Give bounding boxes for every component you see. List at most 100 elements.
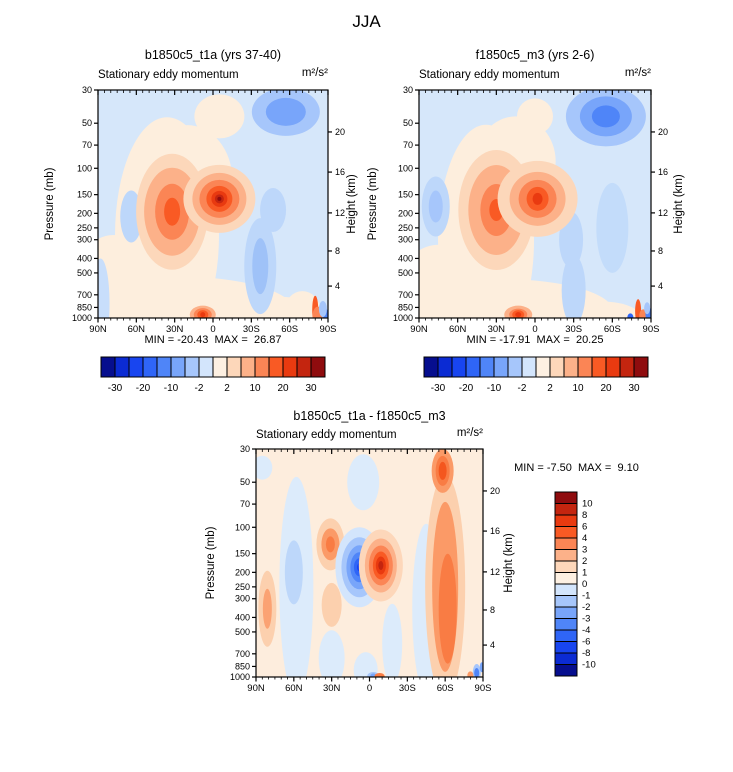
contour-feature: [252, 238, 269, 295]
colorbar-tick-label: -8: [582, 648, 590, 659]
panel1-units-label: m²/s²: [301, 67, 328, 79]
colorbar-tick-label: -2: [518, 383, 527, 394]
x-tick-label: 60N: [285, 683, 303, 694]
panel2-height-axis-label: Height (km): [673, 174, 685, 234]
contour-feature: [260, 188, 287, 233]
colorbar-tick-label: 4: [582, 533, 587, 544]
colorbar-cell: [198, 356, 214, 378]
colorbar-tick-label: 10: [572, 383, 584, 394]
colorbar-cell: [310, 356, 326, 378]
colorbar-cell: [142, 356, 158, 378]
contour-feature: [284, 291, 321, 318]
pressure-tick-label: 50: [240, 477, 250, 487]
colorbar-cell: [423, 356, 439, 378]
panel-1: 90N 60N 30N 0 30S 60S 90S 30 50 70 100 150 200 250 300…: [72, 85, 345, 394]
x-tick-label: 0: [367, 683, 372, 694]
pressure-tick-label: 500: [77, 268, 92, 278]
colorbar-cell: [465, 356, 481, 378]
contour-feature: [438, 461, 447, 480]
colorbar-cell: [128, 356, 144, 378]
x-tick-label: 0: [210, 324, 215, 335]
contour-field: [419, 90, 651, 318]
contour-feature: [347, 454, 380, 511]
pressure-tick-label: 1000: [230, 672, 250, 682]
colorbar-cell: [184, 356, 200, 378]
height-tick-label: 16: [490, 526, 500, 536]
contour-feature: [532, 192, 543, 205]
panel1-minmax: MIN = -20.43 MAX = 26.87: [144, 334, 282, 346]
colorbar-cell: [554, 549, 578, 562]
colorbar-cell: [507, 356, 523, 378]
x-tick-label: 30S: [399, 683, 416, 694]
pressure-tick-label: 150: [77, 190, 92, 200]
contour-feature: [318, 630, 345, 677]
pressure-tick-label: 70: [82, 140, 92, 150]
pressure-tick-label: 700: [235, 649, 250, 659]
panel-3: 90N 60N 30N 0 30S 60S 90S305070100150200250300…: [230, 444, 596, 694]
contour-feature: [374, 673, 385, 677]
panel2-pressure-axis-label: Pressure (mb): [367, 167, 379, 241]
pressure-tick-label: 850: [77, 302, 92, 312]
x-tick-label: 60S: [437, 683, 454, 694]
contour-feature: [517, 98, 553, 135]
pressure-tick-label: 850: [398, 302, 413, 312]
colorbar-cell: [619, 356, 635, 378]
colorbar-cell: [240, 356, 256, 378]
panel1-field-label: Stationary eddy momentum: [98, 69, 239, 81]
colorbar-tick-label: 3: [582, 545, 587, 556]
pressure-tick-label: 300: [398, 235, 413, 245]
colorbar-cell: [282, 356, 298, 378]
x-tick-label: 90N: [89, 324, 107, 335]
contour-feature: [479, 662, 483, 673]
height-tick-label: 20: [658, 127, 668, 137]
pressure-tick-label: 70: [240, 499, 250, 509]
contour-feature: [98, 258, 110, 318]
colorbar-cell: [437, 356, 453, 378]
height-tick-label: 8: [658, 246, 663, 256]
colorbar-cell: [591, 356, 607, 378]
colorbar-cell: [212, 356, 228, 378]
colorbar-tick-label: 30: [628, 383, 640, 394]
colorbar: -30 -20 -10 -2 2 10 20 30: [100, 356, 326, 394]
colorbar-tick-label: -1: [582, 591, 590, 602]
colorbar-tick-label: -4: [582, 625, 590, 636]
panel3-field-label: Stationary eddy momentum: [256, 429, 397, 441]
colorbar-tick-label: -20: [136, 383, 151, 394]
colorbar-tick-label: -10: [164, 383, 179, 394]
panel3-units-label: m²/s²: [456, 427, 483, 439]
contour-feature: [164, 197, 181, 226]
colorbar-tick-label: 10: [582, 499, 593, 510]
contour-field: [98, 90, 328, 318]
pressure-tick-label: 400: [77, 253, 92, 263]
figure-title: JJA: [352, 12, 381, 31]
colorbar-cell: [633, 356, 649, 378]
colorbar-cell: [100, 356, 116, 378]
contour-field: [256, 449, 483, 677]
pressure-tick-label: 1000: [72, 313, 92, 323]
panel3-pressure-axis-label: Pressure (mb): [205, 526, 217, 600]
height-tick-label: 4: [658, 281, 663, 291]
colorbar-cell: [554, 629, 578, 642]
contour-feature: [284, 540, 303, 605]
height-tick-label: 16: [335, 167, 345, 177]
contour-feature: [256, 455, 273, 480]
pressure-tick-label: 150: [398, 190, 413, 200]
colorbar-tick-label: 8: [582, 510, 587, 521]
pressure-tick-label: 200: [398, 208, 413, 218]
height-tick-label: 4: [490, 640, 495, 650]
pressure-tick-label: 30: [403, 85, 413, 95]
colorbar-cell: [563, 356, 579, 378]
colorbar-cell: [554, 514, 578, 527]
colorbar-tick-label: 20: [600, 383, 612, 394]
height-tick-label: 4: [335, 281, 340, 291]
colorbar-tick-label: -2: [195, 383, 204, 394]
x-tick-label: 30S: [565, 324, 582, 335]
contour-feature: [467, 671, 474, 677]
x-tick-label: 60N: [128, 324, 146, 335]
pressure-tick-label: 300: [77, 235, 92, 245]
contour-feature: [382, 603, 403, 677]
colorbar-cell: [549, 356, 565, 378]
colorbar-tick-label: 6: [582, 522, 587, 533]
